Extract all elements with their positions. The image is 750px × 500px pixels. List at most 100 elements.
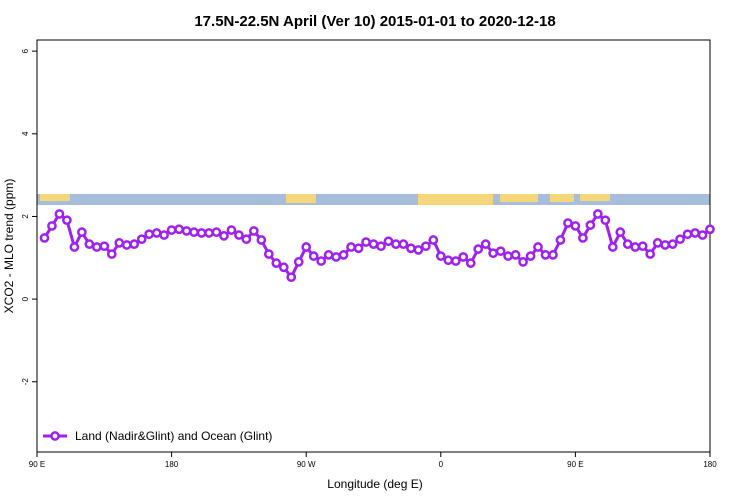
data-point (615, 227, 626, 238)
y-tick-label: 6 (21, 48, 30, 53)
data-point (338, 250, 349, 260)
data-point (278, 262, 289, 273)
data-point (622, 239, 633, 249)
y-tick-label: 2 (21, 214, 30, 219)
data-point (219, 231, 229, 241)
data-point (540, 250, 551, 260)
legend-marker (50, 431, 60, 441)
data-point (555, 235, 566, 245)
y-tick-label: 0 (21, 296, 30, 301)
x-axis-label: Longitude (deg E) (327, 477, 422, 491)
data-point (510, 250, 521, 260)
data-point (129, 239, 140, 249)
x-tick-label: 0 (439, 460, 444, 469)
land-ocean-strip (37, 194, 710, 205)
y-axis-label: XCO2 - MLO trend (ppm) (2, 179, 16, 314)
data-point (585, 220, 596, 230)
data-point (241, 234, 252, 245)
data-point (323, 250, 334, 260)
data-point (600, 215, 611, 226)
data-point (226, 225, 237, 235)
data-point (675, 234, 685, 245)
data-point (166, 225, 177, 235)
x-tick-label: 90 E (29, 460, 45, 469)
data-point (450, 256, 461, 266)
data-point (682, 229, 693, 240)
data-point (607, 242, 618, 252)
data-point (39, 233, 50, 243)
data-point (645, 249, 656, 259)
data-point (592, 209, 603, 219)
legend-label: Land (Nadir&Glint) and Ocean (Glint) (75, 429, 272, 443)
data-point (189, 227, 199, 238)
data-point (435, 251, 446, 261)
data-point (136, 234, 147, 245)
data-point (473, 244, 484, 254)
y-tick-label: 4 (21, 131, 30, 136)
data-point (518, 257, 528, 267)
data-point (256, 235, 267, 245)
data-point (91, 242, 102, 252)
data-point (144, 229, 155, 240)
data-point (525, 251, 536, 261)
data-point (391, 239, 401, 249)
data-point (114, 238, 125, 248)
data-point (480, 239, 491, 249)
data-point (398, 239, 409, 249)
data-point (630, 242, 641, 252)
data-point (271, 258, 282, 268)
data-point (690, 228, 700, 238)
data-point (204, 228, 214, 238)
data-point (54, 209, 65, 219)
data-point (406, 243, 416, 254)
data-point (428, 235, 439, 245)
data-point (196, 228, 207, 238)
data-point (488, 248, 498, 259)
data-point (353, 243, 364, 254)
data-point (308, 251, 319, 261)
data-point (376, 241, 386, 252)
data-point (181, 226, 192, 236)
data-point (705, 224, 715, 235)
data-point (420, 241, 431, 252)
data-point (660, 240, 670, 250)
data-point (495, 246, 506, 257)
data-point (383, 236, 394, 247)
data-point (301, 242, 312, 252)
data-point (346, 242, 356, 252)
data-point (637, 241, 648, 252)
data-point (458, 252, 469, 262)
data-point (465, 258, 476, 268)
x-tick-label: 90 E (567, 460, 583, 469)
data-point (548, 250, 558, 260)
data-point (578, 233, 588, 243)
data-point (211, 227, 222, 238)
data-point (106, 249, 117, 259)
data-point (533, 242, 543, 252)
data-point (563, 218, 573, 228)
data-point (159, 230, 169, 240)
data-point (234, 230, 244, 240)
data-point (331, 252, 341, 262)
data-point (84, 239, 95, 249)
data-point (121, 240, 132, 250)
data-point (174, 224, 184, 235)
data-point (69, 242, 80, 252)
data-point (413, 245, 424, 255)
y-tick-label: -2 (21, 378, 30, 386)
data-point (443, 255, 454, 266)
x-tick-label: 90 W (297, 460, 316, 469)
data-point (503, 251, 513, 261)
data-point (361, 237, 371, 247)
data-point (151, 228, 162, 238)
data-point (249, 226, 259, 236)
data-point (263, 249, 274, 259)
data-point (47, 221, 57, 231)
data-point (286, 272, 297, 283)
data-point (316, 256, 327, 266)
data-point (99, 241, 110, 252)
data-point (77, 227, 87, 238)
chart-title: 17.5N-22.5N April (Ver 10) 2015-01-01 to… (194, 13, 555, 30)
data-point (570, 221, 581, 231)
